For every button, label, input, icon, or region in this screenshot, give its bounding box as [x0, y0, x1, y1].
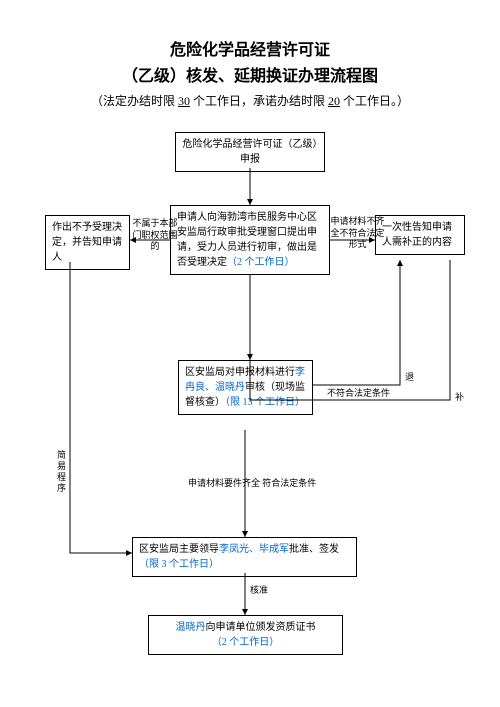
- subtitle-prefix: （法定办结时限: [91, 94, 178, 108]
- node-approval: 区安监局主要领导李凤光、毕成军批准、签发 （限 3 个工作日）: [132, 537, 357, 577]
- subtitle-mid: 个工作日，承诺办结时限: [190, 94, 328, 108]
- title-line-2: （乙级）核发、延期换证办理流程图: [0, 62, 500, 86]
- node-approval-pre: 区安监局主要领导: [139, 544, 219, 555]
- node-issue-cert: 温晓丹向申请单位颁发资质证书 （2 个工作日）: [148, 615, 343, 655]
- title-line-1: 危险化学品经营许可证: [0, 36, 500, 60]
- node-application: 危险化学品经营许可证（乙级）申报: [175, 132, 325, 172]
- node-application-text: 危险化学品经营许可证（乙级）申报: [183, 139, 318, 165]
- node-audit-days: （限 13 个工作日）: [225, 397, 305, 408]
- label-return: 退: [405, 372, 414, 384]
- label-supp: 补: [455, 392, 464, 404]
- subtitle: （法定办结时限 30 个工作日，承诺办结时限 20 个工作日。）: [0, 92, 500, 109]
- node-approval-names: 李凤光、毕成军: [219, 544, 289, 555]
- node-approval-mid: 批准、签发: [289, 544, 339, 555]
- node-audit: 区安监局对申报材料进行李冉良、温晓丹审核（现场监督核查）（限 13 个工作日）: [178, 360, 313, 415]
- label-incomplete: 申请材料不齐全不符合法定形式: [330, 216, 385, 251]
- subtitle-days2: 20: [328, 94, 340, 108]
- label-materials-ok: 申请材料要件齐全 符合法定条件: [188, 478, 316, 490]
- label-approve: 核准: [250, 585, 268, 597]
- subtitle-suffix: 个工作日。）: [340, 94, 409, 108]
- label-reject-reason: 不属于本部门职权范围的: [130, 218, 180, 253]
- node-initial-review: 申请人向海勃湾市民服务中心区安监局行政审批受理窗口提出申请，受力人员进行初审，做…: [170, 205, 330, 275]
- node-notify-supplement: 一次性告知申请人需补正的内容: [375, 215, 465, 255]
- node-issue-days: （2 个工作日）: [212, 637, 280, 648]
- node-initial-review-days: （2 个工作日）: [227, 257, 295, 268]
- node-audit-pre: 区安监局对申报材料进行: [185, 367, 295, 378]
- label-noncond: 不符合法定条件: [327, 388, 390, 400]
- node-reject-text: 作出不予受理决定，并告知申请人: [52, 222, 122, 263]
- side-label-simple-procedure: 简易程序: [55, 450, 68, 494]
- node-issue-name: 温晓丹: [176, 622, 206, 633]
- subtitle-days1: 30: [178, 94, 190, 108]
- node-notify-text: 一次性告知申请人需补正的内容: [382, 222, 452, 248]
- node-reject: 作出不予受理决定，并告知申请人: [45, 215, 130, 270]
- node-approval-days: （限 3 个工作日）: [139, 559, 219, 570]
- node-issue-mid: 向申请单位颁发资质证书: [206, 622, 316, 633]
